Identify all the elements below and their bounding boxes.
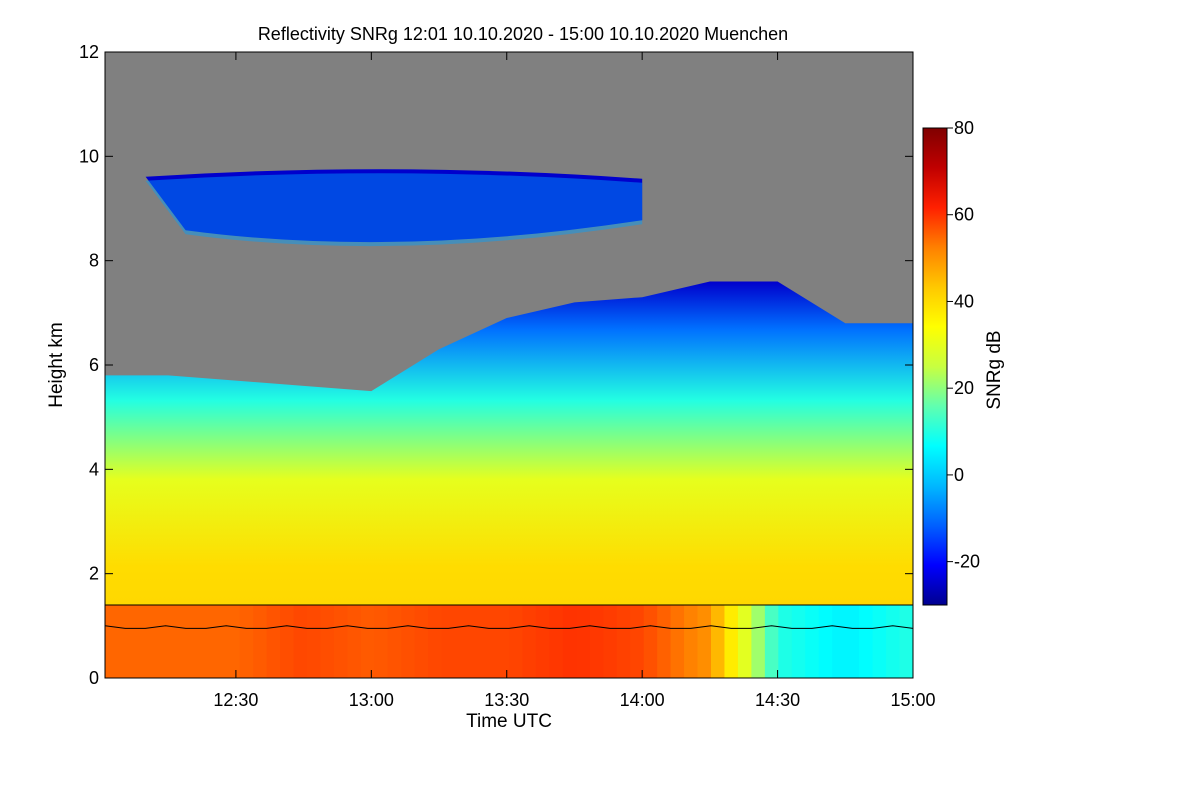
- plot-area: [105, 52, 913, 678]
- y-tick-label: 4: [89, 459, 99, 479]
- x-tick-label: 13:30: [484, 690, 529, 710]
- near-ground-column: [266, 605, 281, 678]
- near-ground-column: [401, 605, 416, 678]
- near-ground-column: [724, 605, 739, 678]
- near-ground-column: [832, 605, 847, 678]
- near-ground-column: [320, 605, 335, 678]
- colorbar-tick-label: -20: [954, 552, 980, 572]
- x-tick-label: 13:00: [349, 690, 394, 710]
- near-ground-column: [522, 605, 537, 678]
- x-tick-label: 15:00: [890, 690, 935, 710]
- x-axis-label: Time UTC: [466, 711, 552, 732]
- near-ground-column: [374, 605, 389, 678]
- near-ground-column: [859, 605, 874, 678]
- y-tick-label: 10: [79, 146, 99, 166]
- near-ground-column: [105, 605, 120, 678]
- near-ground-column: [455, 605, 470, 678]
- near-ground-column: [509, 605, 524, 678]
- near-ground-column: [145, 605, 160, 678]
- colorbar-label: SNRg dB: [984, 330, 1005, 409]
- near-ground-column: [535, 605, 550, 678]
- colorbar-tick-label: 60: [954, 205, 974, 225]
- upper-cloud-core: [145, 173, 643, 247]
- near-ground-column: [185, 605, 200, 678]
- near-ground-column: [711, 605, 726, 678]
- y-tick-label: 8: [89, 251, 99, 271]
- near-ground-column: [751, 605, 766, 678]
- near-ground-column: [360, 605, 375, 678]
- near-ground-column: [562, 605, 577, 678]
- near-ground-column: [764, 605, 779, 678]
- near-ground-column: [657, 605, 672, 678]
- colorbar-tick-label: 40: [954, 291, 974, 311]
- near-ground-column: [441, 605, 456, 678]
- near-ground-column: [549, 605, 564, 678]
- near-ground-column: [347, 605, 362, 678]
- near-ground-column: [603, 605, 618, 678]
- near-ground-column: [131, 605, 146, 678]
- near-ground-column: [482, 605, 497, 678]
- y-axis-label: Height km: [46, 322, 67, 408]
- near-ground-column: [899, 605, 913, 678]
- colorbar-tick-label: 20: [954, 378, 974, 398]
- near-ground-column: [643, 605, 658, 678]
- x-tick-label: 14:00: [620, 690, 665, 710]
- near-ground-column: [333, 605, 348, 678]
- colorbar-tick-label: 80: [954, 118, 974, 138]
- near-ground-column: [872, 605, 887, 678]
- near-ground-column: [307, 605, 322, 678]
- y-axis: 0 2 4 6 8 10 12: [79, 42, 913, 688]
- near-ground-column: [212, 605, 227, 678]
- near-ground-column: [589, 605, 604, 678]
- near-ground-column: [280, 605, 295, 678]
- near-ground-column: [886, 605, 901, 678]
- x-tick-label: 12:30: [213, 690, 258, 710]
- near-ground-column: [670, 605, 685, 678]
- near-ground-column: [158, 605, 173, 678]
- near-ground-column: [468, 605, 483, 678]
- near-ground-column: [845, 605, 860, 678]
- upper-cloud-band: [145, 169, 643, 243]
- y-tick-label: 0: [89, 668, 99, 688]
- near-ground-column: [778, 605, 793, 678]
- near-ground-column: [118, 605, 133, 678]
- cloud-reflectivity-area: [105, 281, 913, 678]
- colorbar-axis: -20 0 20 40 60 80: [947, 118, 980, 572]
- upper-cloud-layer: [145, 169, 643, 247]
- y-tick-label: 6: [89, 355, 99, 375]
- near-ground-column: [253, 605, 268, 678]
- near-ground-column: [387, 605, 402, 678]
- x-axis: 12:30 13:00 13:30 14:00 14:30 15:00: [213, 52, 936, 710]
- chart-title: Reflectivity SNRg 12:01 10.10.2020 - 15:…: [258, 24, 788, 44]
- near-ground-column: [805, 605, 820, 678]
- near-ground-column: [737, 605, 752, 678]
- near-ground-column: [293, 605, 308, 678]
- near-ground-column: [684, 605, 699, 678]
- near-ground-column: [239, 605, 254, 678]
- near-ground-column: [818, 605, 833, 678]
- near-ground-column: [697, 605, 712, 678]
- near-ground-column: [414, 605, 429, 678]
- near-ground-column: [630, 605, 645, 678]
- near-ground-column: [172, 605, 187, 678]
- near-ground-column: [495, 605, 510, 678]
- near-ground-column: [428, 605, 443, 678]
- y-tick-label: 12: [79, 42, 99, 62]
- near-ground-column: [226, 605, 241, 678]
- y-tick-label: 2: [89, 564, 99, 584]
- colorbar: [922, 127, 948, 606]
- x-tick-label: 14:30: [755, 690, 800, 710]
- near-ground-column: [616, 605, 631, 678]
- colorbar-tick-label: 0: [954, 465, 964, 485]
- near-ground-layer: [105, 605, 913, 678]
- near-ground-column: [576, 605, 591, 678]
- near-ground-column: [791, 605, 806, 678]
- reference-line-lower: [105, 625, 913, 629]
- near-ground-column: [199, 605, 214, 678]
